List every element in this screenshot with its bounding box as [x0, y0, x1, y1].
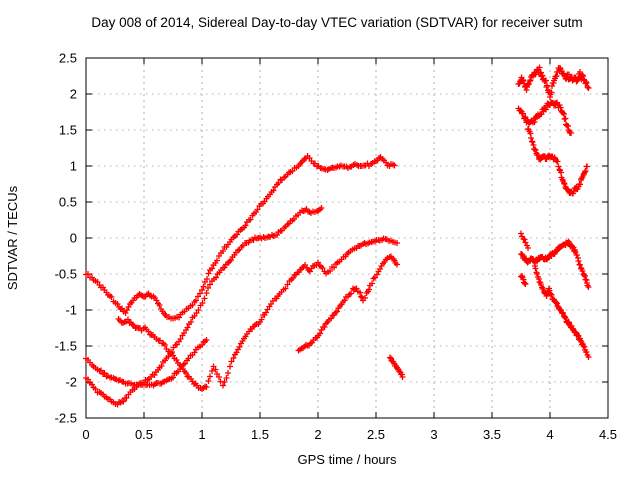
series-arc-i: [525, 126, 590, 197]
x-axis-label: GPS time / hours: [298, 452, 397, 467]
axes-and-ticks: 0 0.5 1 1.5 2 2.5 3 3.5 4 4.5 -2.5 -2 -1.5 -1 -0.5 0 0.5…: [55, 51, 617, 443]
y-tick-label: -0.5: [55, 267, 77, 282]
chart-title: Day 008 of 2014, Sidereal Day-to-day VTE…: [91, 15, 582, 30]
y-tick-label: 0.5: [59, 195, 77, 210]
series-arc-g: [515, 64, 592, 100]
grid-lines: [85, 57, 609, 419]
y-tick-label: -2.5: [55, 411, 77, 426]
x-tick-label: 3: [430, 427, 437, 442]
series-arc-c: [115, 235, 400, 392]
y-tick-label: 2: [70, 87, 77, 102]
y-tick-label: 1.5: [59, 123, 77, 138]
x-tick-label: 0: [82, 427, 89, 442]
y-tick-label: 1: [70, 159, 77, 174]
series-arc-d: [83, 337, 210, 389]
series-arc-a: [83, 153, 398, 322]
series-arc-l: [518, 273, 529, 287]
y-tick-label: 0: [70, 231, 77, 246]
x-tick-label: 4.5: [599, 427, 617, 442]
series-arc-k: [532, 263, 592, 360]
x-tick-label: 1.5: [251, 427, 269, 442]
data-points-layer: [83, 64, 592, 408]
series-arc-e: [295, 253, 400, 354]
x-tick-label: 3.5: [483, 427, 501, 442]
series-arc-j: [518, 238, 592, 290]
series-arc-h: [515, 99, 574, 136]
y-tick-label: -1: [65, 303, 77, 318]
x-tick-label: 1: [198, 427, 205, 442]
y-tick-label: 2.5: [59, 51, 77, 66]
x-tick-label: 2.5: [367, 427, 385, 442]
x-tick-label: 0.5: [135, 427, 153, 442]
series-arc-f: [387, 354, 406, 380]
x-tick-label: 2: [314, 427, 321, 442]
y-axis-label: SDTVAR / TECUs: [5, 185, 20, 290]
x-tick-label: 4: [546, 427, 553, 442]
y-tick-label: -2: [65, 375, 77, 390]
y-tick-label: -1.5: [55, 339, 77, 354]
series-arc-m: [518, 230, 531, 251]
